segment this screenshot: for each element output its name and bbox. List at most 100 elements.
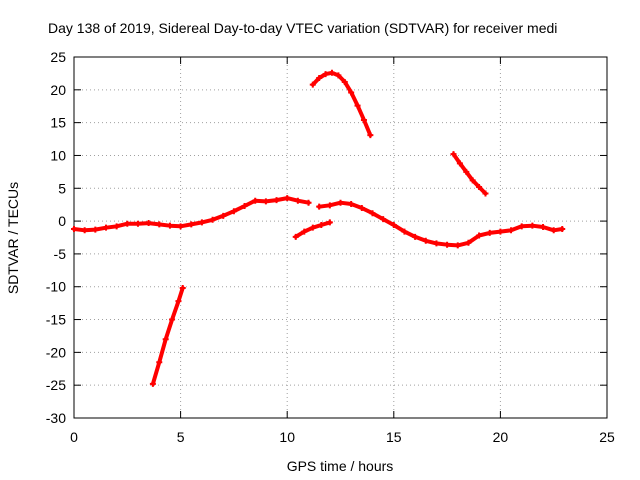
data-point (220, 212, 227, 219)
y-tick-label: 20 (50, 82, 66, 98)
data-point (390, 222, 397, 229)
chart-title: Day 138 of 2019, Sidereal Day-to-day VTE… (48, 20, 557, 36)
y-tick-label: -15 (46, 312, 66, 328)
series-line (310, 70, 373, 138)
data-point (179, 285, 186, 292)
series-peak-arc (309, 69, 374, 139)
data-point (177, 223, 184, 230)
data-point (367, 132, 374, 139)
y-tick-label: 25 (50, 49, 66, 65)
data-point (156, 359, 163, 366)
series-line (451, 152, 488, 196)
data-point (337, 199, 344, 206)
data-point (450, 151, 457, 158)
plot-frame (73, 56, 608, 419)
data-point (162, 336, 169, 343)
data-point (102, 224, 109, 231)
data-point (326, 202, 333, 209)
x-tick-labels: 0 5 10 15 20 25 (70, 429, 615, 445)
data-point (518, 223, 525, 230)
series-main-trace-2 (316, 199, 566, 249)
data-point (169, 316, 176, 323)
data-point (305, 199, 312, 206)
data-point (309, 81, 316, 88)
data-series (71, 69, 566, 387)
series-line (317, 200, 565, 248)
data-point (497, 228, 504, 235)
y-tick-label: 15 (50, 115, 66, 131)
y-axis-label: SDTVAR / TECUs (5, 182, 21, 294)
data-point (134, 220, 141, 227)
series-descending-arc (450, 151, 489, 197)
data-point (401, 228, 408, 235)
data-point (294, 197, 301, 204)
data-point (412, 233, 419, 240)
data-point (81, 227, 88, 234)
data-point (508, 227, 515, 234)
data-point (463, 168, 470, 175)
data-point (145, 220, 152, 227)
y-tick-labels: 25 20 15 10 5 0 -5 -10 -15 -20 -25 -30 (46, 49, 66, 426)
x-tick-label: 10 (279, 429, 295, 445)
grid-lines (74, 57, 607, 418)
data-point (316, 203, 323, 210)
data-point (198, 219, 205, 226)
data-point (369, 210, 376, 217)
data-point (124, 220, 131, 227)
data-point (316, 75, 323, 82)
data-point (486, 229, 493, 236)
y-tick-label: 5 (58, 180, 66, 196)
data-point (322, 71, 329, 78)
data-point (358, 204, 365, 211)
x-tick-label: 15 (386, 429, 402, 445)
data-point (149, 380, 156, 387)
data-point (469, 177, 476, 184)
axis-ticks (73, 56, 608, 419)
data-point (529, 222, 536, 229)
data-point (156, 221, 163, 228)
data-point (284, 195, 291, 202)
data-point (328, 69, 335, 76)
series-steep-rise (149, 285, 186, 387)
data-point (230, 208, 237, 215)
data-point (540, 223, 547, 230)
data-point (166, 222, 173, 229)
data-point (341, 78, 348, 85)
data-point (326, 219, 333, 226)
data-point (433, 240, 440, 247)
x-tick-label: 25 (599, 429, 615, 445)
y-tick-label: 0 (58, 213, 66, 229)
data-point (559, 225, 566, 232)
data-point (113, 223, 120, 230)
y-tick-label: -5 (54, 246, 67, 262)
data-point (465, 239, 472, 246)
series-negative-arc (292, 219, 333, 240)
data-point (309, 224, 316, 231)
data-point (550, 227, 557, 234)
series-main-trace (71, 195, 312, 234)
data-point (360, 117, 367, 124)
data-point (209, 216, 216, 223)
data-point (301, 228, 308, 235)
data-point (456, 160, 463, 167)
data-point (422, 237, 429, 244)
data-point (175, 298, 182, 305)
data-point (92, 226, 99, 233)
data-point (318, 222, 325, 229)
data-point (241, 202, 248, 209)
x-tick-label: 20 (493, 429, 509, 445)
y-tick-label: -20 (46, 344, 66, 360)
data-point (476, 183, 483, 190)
data-point (348, 201, 355, 208)
x-axis-label: GPS time / hours (287, 458, 394, 474)
data-point (252, 197, 259, 204)
y-tick-label: -10 (46, 279, 66, 295)
y-tick-label: -25 (46, 377, 66, 393)
data-point (454, 242, 461, 249)
data-point (476, 232, 483, 239)
x-tick-label: 5 (177, 429, 185, 445)
data-point (188, 221, 195, 228)
y-tick-label: 10 (50, 147, 66, 163)
x-tick-label: 0 (70, 429, 78, 445)
